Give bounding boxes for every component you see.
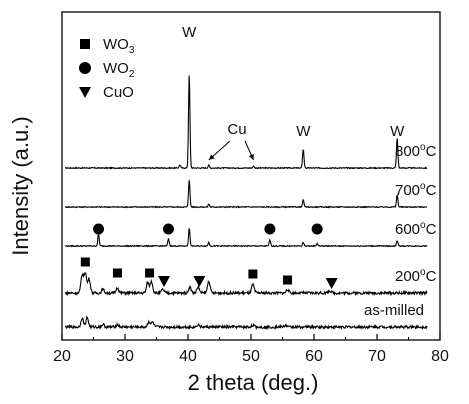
cuo-triangle-marker	[325, 278, 338, 289]
x-tick-label: 70	[368, 348, 386, 365]
wo3-square-marker	[283, 275, 293, 285]
series-label: 600oC	[395, 220, 437, 238]
y-axis-label: Intensity (a.u.)	[8, 116, 33, 255]
wo2-circle-marker	[162, 223, 174, 235]
x-tick-label: 30	[116, 348, 134, 365]
x-tick-label: 60	[305, 348, 323, 365]
axes-group: 20 30 40 50 60 70 80	[53, 334, 449, 365]
phase-markers-group	[80, 223, 338, 289]
x-tick-label: 40	[179, 348, 197, 365]
wo3-square-marker	[248, 269, 258, 279]
cu-annotation-label: Cu	[227, 121, 246, 138]
cu-arrow-head	[248, 154, 254, 160]
legend-label: WO2	[103, 60, 135, 80]
legend: WO3 WO2 CuO	[79, 36, 135, 101]
legend-wo3-square-icon	[80, 39, 90, 49]
w-peak-label: W	[182, 24, 197, 41]
wo2-circle-marker	[264, 223, 276, 235]
series-line	[64, 180, 428, 209]
cuo-triangle-marker	[158, 276, 171, 287]
series-line	[64, 315, 428, 331]
legend-wo2-circle-icon	[79, 62, 91, 74]
wo3-square-marker	[112, 268, 122, 278]
x-tick-label: 20	[53, 348, 71, 365]
series-label: 800oC	[395, 142, 437, 160]
x-tick-label: 80	[431, 348, 449, 365]
wo2-circle-marker	[93, 223, 105, 235]
legend-label: WO3	[103, 36, 135, 56]
w-peak-label: W	[390, 123, 405, 140]
legend-cuo-triangle-icon	[79, 87, 91, 98]
legend-label: CuO	[103, 84, 134, 101]
x-tick-label: 50	[242, 348, 260, 365]
series-label: 200oC	[395, 267, 437, 285]
series-line	[65, 272, 428, 297]
series-line	[65, 75, 427, 170]
wo3-square-marker	[80, 257, 90, 267]
annotations-group: W Cu W W	[182, 24, 405, 161]
x-axis-label: 2 theta (deg.)	[188, 370, 319, 395]
series-label: 700oC	[395, 181, 437, 199]
wo3-square-marker	[145, 268, 155, 278]
series-line	[64, 228, 428, 248]
w-peak-label: W	[296, 123, 311, 140]
traces-group: 800oC 700oC 600oC 200oC as-milled	[64, 75, 437, 331]
wo2-circle-marker	[311, 223, 323, 235]
cuo-triangle-marker	[193, 276, 206, 287]
cu-arrow-head	[208, 154, 215, 160]
series-label: as-milled	[364, 302, 424, 319]
